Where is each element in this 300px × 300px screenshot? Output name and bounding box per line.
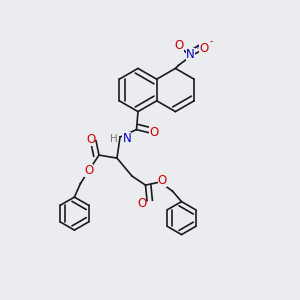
- Text: O: O: [174, 39, 184, 52]
- Text: O: O: [149, 126, 158, 139]
- Text: O: O: [137, 197, 146, 210]
- Text: O: O: [199, 42, 208, 56]
- Text: N: N: [122, 132, 131, 145]
- Text: O: O: [84, 164, 93, 177]
- Text: -: -: [209, 36, 213, 46]
- Text: O: O: [158, 174, 167, 187]
- Text: +: +: [194, 44, 200, 50]
- Text: H: H: [110, 134, 118, 144]
- Text: O: O: [86, 133, 95, 146]
- Text: N: N: [186, 48, 195, 62]
